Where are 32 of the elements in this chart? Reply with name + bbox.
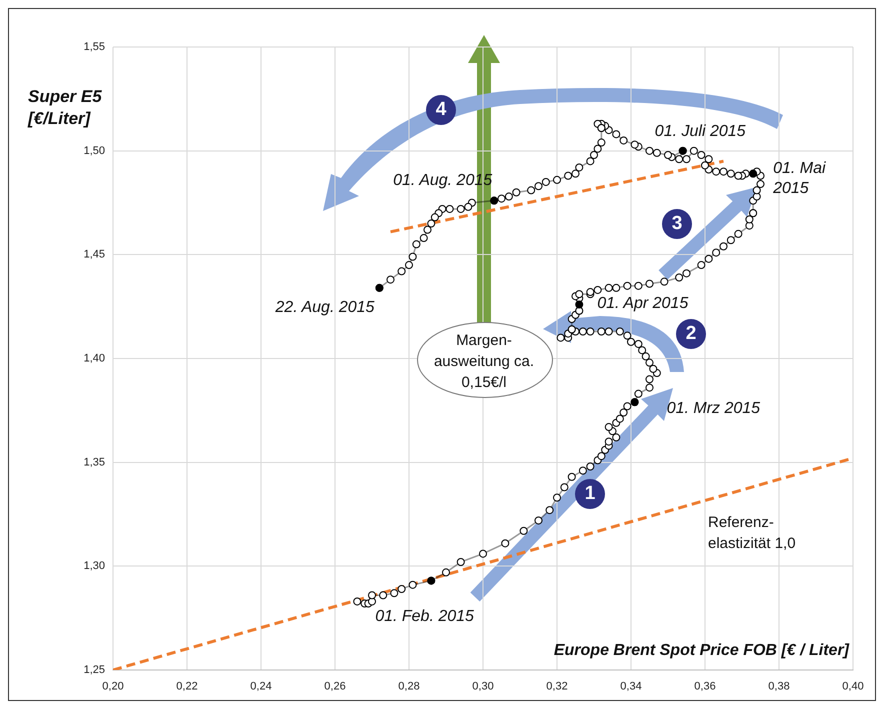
annotation: 4 xyxy=(426,95,456,125)
y-tick-label: 1,45 xyxy=(84,248,105,261)
annotation: 01. Mrz 2015 xyxy=(666,399,760,420)
x-axis-title: Europe Brent Spot Price FOB [€ / Liter] xyxy=(554,642,849,660)
annotation: Margen-ausweitung ca. 0,15€/l xyxy=(432,331,536,393)
x-tick-label: 0,40 xyxy=(842,680,864,693)
annotation: 2 xyxy=(676,319,706,349)
y-tick-label: 1,40 xyxy=(84,352,105,365)
x-tick-label: 0,36 xyxy=(694,680,716,693)
y-tick-label: 1,55 xyxy=(84,41,105,54)
x-tick-label: 0,30 xyxy=(472,680,494,693)
x-tick-label: 0,24 xyxy=(250,680,272,693)
x-tick-label: 0,32 xyxy=(546,680,568,693)
annotation: 22. Aug. 2015 xyxy=(275,298,374,318)
x-tick-label: 0,26 xyxy=(324,680,346,693)
x-tick-label: 0,28 xyxy=(398,680,420,693)
annotation: 01. Mai 2015 xyxy=(773,158,827,199)
annotation: 01. Feb. 2015 xyxy=(375,606,474,627)
annotation: 01. Apr 2015 xyxy=(597,294,688,314)
annotation: 3 xyxy=(662,209,692,239)
annotation: 1 xyxy=(575,479,605,509)
annotation: Referenz-elastizität 1,0 xyxy=(708,513,797,554)
y-axis-title: Super E5 [€/Liter] xyxy=(28,86,103,130)
x-tick-label: 0,38 xyxy=(768,680,790,693)
x-tick-label: 0,34 xyxy=(620,680,642,693)
x-tick-label: 0,20 xyxy=(102,680,124,693)
x-tick-label: 0,22 xyxy=(176,680,198,693)
annotation: 01. Juli 2015 xyxy=(654,122,746,142)
y-tick-label: 1,25 xyxy=(84,664,105,676)
y-tick-label: 1,50 xyxy=(84,144,105,157)
y-tick-label: 1,35 xyxy=(84,456,105,468)
y-tick-label: 1,30 xyxy=(84,560,105,572)
